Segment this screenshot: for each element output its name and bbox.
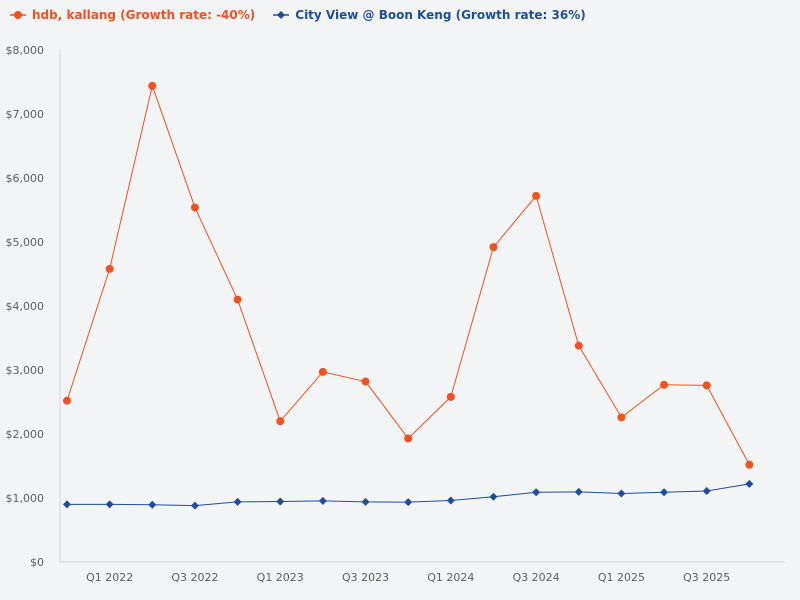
legend-label-hdb-kallang: hdb, kallang (Growth rate: -40%) xyxy=(32,8,256,22)
series-line-0 xyxy=(66,84,750,465)
data-point-series-1[interactable] xyxy=(446,496,455,505)
x-tick-label: Q3 2022 xyxy=(171,571,218,584)
data-point-series-1[interactable] xyxy=(574,487,583,496)
y-tick-label: $4,000 xyxy=(6,300,45,313)
y-tick-label: $8,000 xyxy=(6,44,45,57)
data-point-series-0[interactable] xyxy=(745,460,754,469)
data-point-series-0[interactable] xyxy=(489,243,498,252)
legend-label-city-view: City View @ Boon Keng (Growth rate: 36%) xyxy=(295,8,586,22)
series-layer xyxy=(63,81,754,510)
data-point-series-1[interactable] xyxy=(276,497,285,506)
data-point-series-1[interactable] xyxy=(148,500,157,509)
data-point-series-1[interactable] xyxy=(660,488,669,497)
legend-diamond-marker-icon xyxy=(273,11,290,19)
y-tick-label: $0 xyxy=(30,556,44,569)
data-point-series-0[interactable] xyxy=(702,381,711,390)
data-point-series-1[interactable] xyxy=(361,497,370,506)
data-point-series-0[interactable] xyxy=(105,264,114,273)
data-point-series-0[interactable] xyxy=(574,341,583,350)
legend-item-hdb-kallang[interactable]: hdb, kallang (Growth rate: -40%) xyxy=(10,8,255,22)
y-tick-label: $2,000 xyxy=(6,428,45,441)
data-point-series-1[interactable] xyxy=(190,501,199,510)
data-point-series-1[interactable] xyxy=(489,492,498,501)
data-point-series-1[interactable] xyxy=(404,498,413,507)
data-point-series-1[interactable] xyxy=(702,486,711,495)
x-tick-label: Q1 2022 xyxy=(86,571,133,584)
data-point-series-0[interactable] xyxy=(660,380,669,389)
x-tick-label: Q1 2025 xyxy=(598,571,645,584)
data-point-series-0[interactable] xyxy=(190,203,199,212)
x-tick-label: Q3 2024 xyxy=(513,571,560,584)
data-point-series-1[interactable] xyxy=(318,496,327,505)
data-point-series-1[interactable] xyxy=(617,489,626,498)
legend: hdb, kallang (Growth rate: -40%) City Vi… xyxy=(10,8,586,22)
data-point-series-0[interactable] xyxy=(318,367,327,376)
data-point-series-0[interactable] xyxy=(532,191,541,200)
data-point-series-0[interactable] xyxy=(446,392,455,401)
data-point-series-0[interactable] xyxy=(233,295,242,304)
data-point-series-1[interactable] xyxy=(233,497,242,506)
x-tick-label: Q1 2023 xyxy=(257,571,304,584)
legend-circle-marker-icon xyxy=(10,11,26,19)
data-point-series-0[interactable] xyxy=(276,417,285,426)
y-tick-label: $7,000 xyxy=(6,108,45,121)
y-tick-label: $3,000 xyxy=(6,364,45,377)
axes: $0 $1,000 $2,000 $3,000 $4,000 $5,000 $6,000 $7… xyxy=(6,44,785,584)
data-point-series-1[interactable] xyxy=(532,488,541,497)
data-point-series-1[interactable] xyxy=(105,500,114,509)
y-tick-label: $1,000 xyxy=(6,492,45,505)
x-tick-label: Q3 2025 xyxy=(683,571,730,584)
data-point-series-0[interactable] xyxy=(404,434,413,443)
x-tick-label: Q3 2023 xyxy=(342,571,389,584)
data-point-series-0[interactable] xyxy=(617,413,626,422)
y-tick-label: $6,000 xyxy=(6,172,45,185)
data-point-series-0[interactable] xyxy=(361,377,370,386)
data-point-series-1[interactable] xyxy=(63,500,71,509)
legend-item-city-view[interactable]: City View @ Boon Keng (Growth rate: 36%) xyxy=(273,8,586,22)
data-point-series-0[interactable] xyxy=(63,396,71,405)
data-point-series-0[interactable] xyxy=(148,81,157,90)
data-point-series-1[interactable] xyxy=(745,479,754,488)
x-tick-label: Q1 2024 xyxy=(427,571,474,584)
y-tick-label: $5,000 xyxy=(6,236,45,249)
